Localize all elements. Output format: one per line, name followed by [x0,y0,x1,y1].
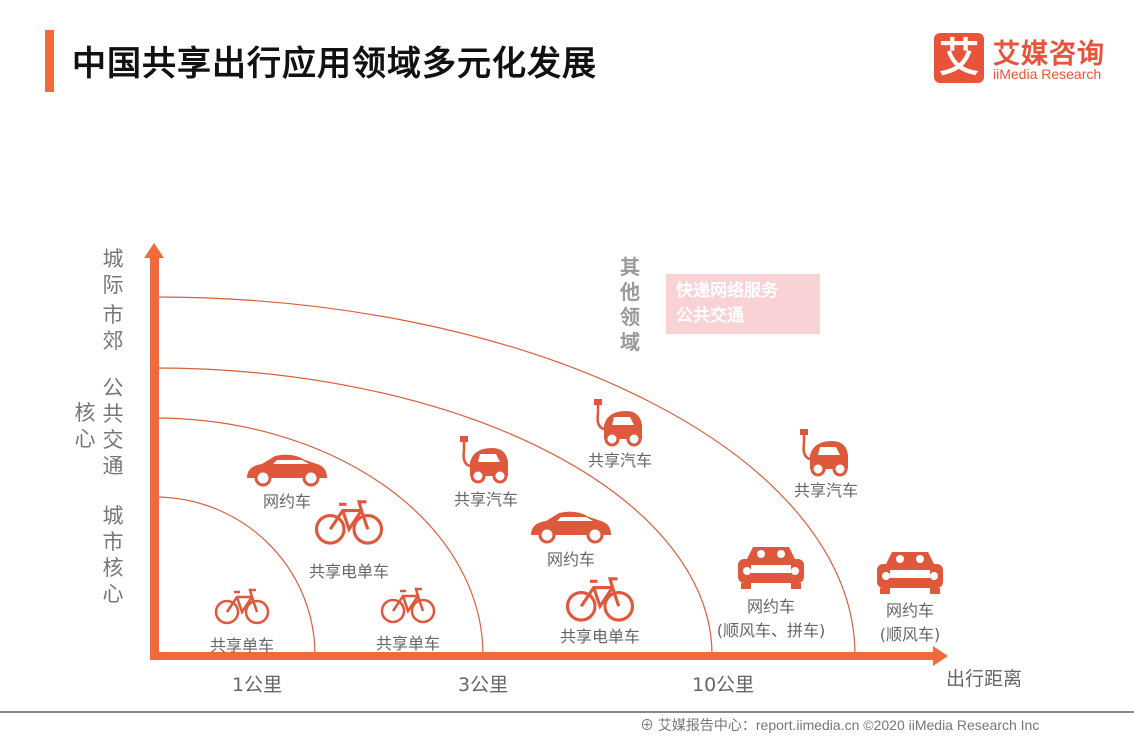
carpool-icon [877,552,943,594]
item-label: 网约车 (顺风车) [880,597,941,645]
car-icon [531,511,611,544]
y-label-suburb: 市郊 [102,303,124,353]
arc-4 [154,296,856,656]
footer-divider [0,711,1134,713]
arc-1 [154,496,316,656]
carpool-icon [738,547,804,589]
item-label: 共享汽车 [454,486,518,510]
item-label-main: 共享汽车 [587,451,653,470]
item-label-main: 网约车 [746,597,795,616]
y-axis [150,258,159,660]
arc-3 [154,367,713,656]
x-label-3km: 3公里 [458,674,509,696]
item-label-main: 共享汽车 [793,481,859,500]
footer-source: ⊕ 艾媒报告中心：report.iimedia.cn ©2020 iiMedia… [640,715,1039,735]
item-label: 网约车 [547,546,595,570]
ebike-icon [565,577,635,622]
ebike-icon [314,500,384,545]
item-label: 网约车 [263,488,311,512]
electric-car-icon [800,429,848,477]
y-label-city-core: 城市核心 [102,504,124,606]
x-label-1km: 1公里 [232,674,283,696]
logo-cn: 艾媒咨询 [993,39,1105,70]
globe-icon: ⊕ [640,717,658,733]
bike-icon [380,587,436,624]
item-label-main: 网约车 [262,492,312,511]
bike-icon [214,588,270,625]
x-label-10km: 10公里 [692,674,755,696]
item-label: 共享单车 [376,630,440,654]
item-label: 网约车 (顺风车、拼车) [717,593,826,641]
item-label: 共享汽车 [794,477,858,501]
logo-en: iiMedia Research [993,66,1102,82]
item-label-main: 共享电单车 [308,562,390,581]
item-label-main: 共享电单车 [559,627,641,646]
item-label-main: 网约车 [546,550,596,569]
item-label-main: 共享汽车 [453,490,519,509]
other-fields-box: 快递网络服务 公共交通 [666,274,820,334]
title-accent-bar [45,30,54,92]
item-label: 共享电单车 [309,558,389,582]
item-label-sub: (顺风车) [879,625,941,644]
y-label-intercity: 城际 [102,247,124,297]
logo-mark: 艾 [934,33,984,83]
x-axis-arrow [933,646,948,666]
item-label: 共享汽车 [588,447,652,471]
y-label-core: 核心 [74,401,96,451]
footer-text: 艾媒报告中心：report.iimedia.cn ©2020 iiMedia R… [657,717,1040,733]
item-label-main: 共享单车 [375,634,441,653]
arc-2 [154,417,484,656]
item-label: 共享单车 [210,632,274,656]
item-label-main: 共享单车 [209,636,275,655]
item-label: 共享电单车 [560,623,640,647]
item-label-main: 网约车 [885,601,934,620]
x-axis-title: 出行距离 [946,668,1023,690]
x-axis [150,652,935,660]
y-axis-arrow [144,243,164,258]
other-fields-label: 其他领域 [620,255,640,354]
item-label-sub: (顺风车、拼车) [716,621,826,640]
other-item-public-transport: 公共交通 [676,306,744,326]
car-icon [247,454,327,487]
electric-car-icon [594,399,642,447]
other-item-express: 快递网络服务 [676,281,778,301]
y-label-public-transport: 公共交通 [102,376,124,478]
electric-car-icon [460,436,508,484]
page-title: 中国共享出行应用领域多元化发展 [72,44,597,84]
